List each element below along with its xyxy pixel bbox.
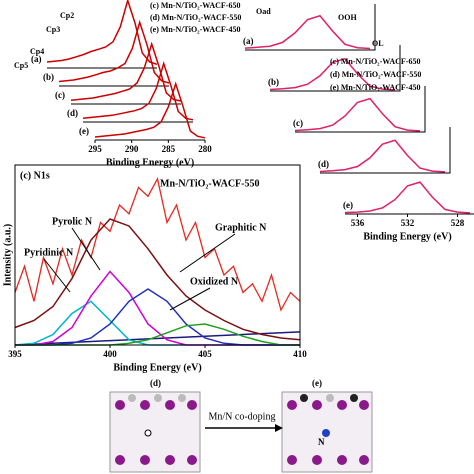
annotation-arrow [43,258,71,293]
spectrum [244,14,371,50]
spectrum [82,60,194,121]
series-label: (b) [268,77,279,87]
chart-title: (c) N1s [20,170,50,181]
diagram-label: (e) [312,378,322,388]
spectrum [14,331,301,346]
series-label: (c) [55,90,65,100]
x-tick-label: 395 [8,349,22,359]
x-axis-label: Binding Energy (eV) [106,157,194,168]
peak-label: OOH [338,13,357,22]
series-label: (a) [243,36,254,46]
x-tick-label: 405 [198,349,212,359]
y-axis-label: Intensity (a.u.) [2,224,13,287]
legend-entry: (c) Mn-N/TiO₂-WACF-650 [330,57,420,66]
x-axis-label: Binding Energy (eV) [363,231,451,242]
x-tick-label: 285 [162,144,176,154]
spectrum [14,176,301,312]
peak-label: OL [372,39,384,48]
x-tick-label: 528 [451,218,465,228]
legend-entry: (c) Mn-N/TiO₂-WACF-650 [150,1,240,10]
chart-subtitle: Mn-N/TiO₂-WACF-550 [160,178,259,189]
annotation-arrow [179,233,236,273]
peak-label: Cp3 [46,25,60,34]
x-tick-label: 410 [293,349,307,359]
spectrum [269,57,396,91]
peak-label: Cp2 [60,11,74,20]
panel-frame [345,213,474,215]
series-label: (a) [31,54,42,64]
x-tick-label: 280 [198,144,212,154]
annotation-arrow [169,287,211,311]
series-label: (e) [79,126,89,136]
legend-entry: (e) Mn-N/TiO₂-WACF-450 [150,25,240,34]
annotation-arrow [71,227,101,271]
spectrum [46,0,158,66]
spectrum [319,139,446,173]
series-label: (d) [318,159,329,169]
x-axis-label: Binding Energy (eV) [113,362,201,373]
spectrum [94,81,206,139]
legend-entry: (d) Mn-N/TiO₂-WACF-550 [330,70,421,79]
series-label: (d) [67,108,78,118]
annotation: Pyrolic N [52,216,93,227]
diagram-label: (d) [150,378,161,388]
peak-label: Cp4 [30,47,44,56]
arrow-label: Mn/N co-doping [209,411,276,422]
spectrum [294,97,421,132]
x-tick-label: 400 [103,349,117,359]
annotation: Oxidized N [190,276,239,287]
series-label: (c) [293,118,303,128]
panel-frame [320,127,451,174]
x-tick-label: 532 [401,218,415,228]
x-tick-label: 295 [88,144,102,154]
spectrum [70,41,182,102]
x-tick-label: 536 [351,218,365,228]
series-label: (b) [43,72,54,82]
dopant-label: N [318,437,325,447]
crystal-structures [109,391,373,473]
series-label: (e) [343,200,353,210]
panel-frame [295,86,426,133]
panel-frame [245,4,376,51]
annotation: Graphitic N [215,222,267,233]
spectrum [58,19,170,84]
legend-entry: (e) Mn-N/TiO₂-WACF-450 [330,83,420,92]
spectrum [14,218,301,341]
annotation: Pyridinic N [24,247,74,258]
plot-frame [14,164,301,346]
peak-label: Cp5 [14,61,28,70]
panel-frame [270,45,401,92]
peak-label: Oad [256,7,271,16]
legend-entry: (d) Mn-N/TiO₂-WACF-550 [150,13,241,22]
x-tick-label: 290 [125,144,139,154]
spectrum [344,181,471,214]
